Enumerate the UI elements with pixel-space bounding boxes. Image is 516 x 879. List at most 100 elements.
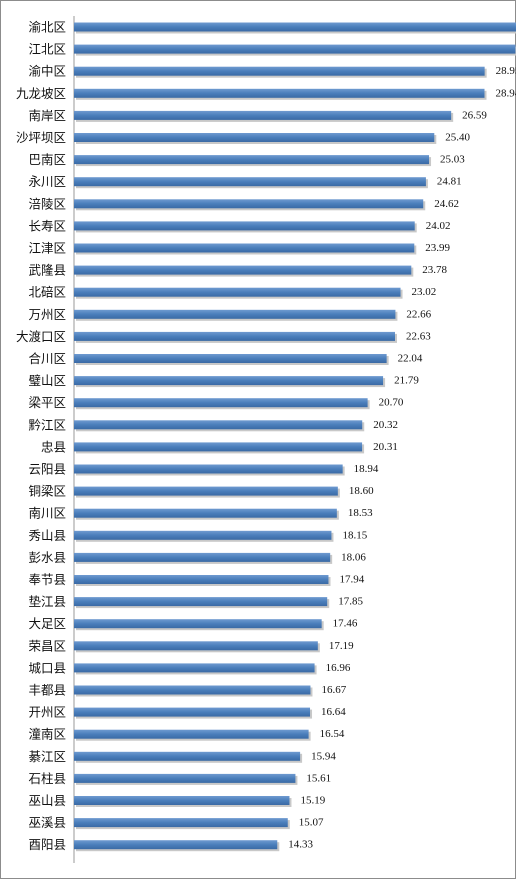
bar	[74, 199, 424, 209]
bar	[74, 685, 311, 695]
bar	[74, 840, 278, 850]
category-label: 渝中区	[28, 64, 66, 79]
value-label: 17.46	[333, 618, 358, 630]
value-label: 24.81	[437, 176, 462, 188]
value-label: 15.19	[300, 795, 325, 807]
bar	[74, 110, 452, 120]
bar	[74, 442, 363, 452]
category-label: 涪陵区	[28, 196, 66, 211]
category-label: 黔江区	[28, 417, 66, 432]
bar	[74, 398, 368, 408]
category-label: 渝北区	[28, 20, 66, 35]
category-label: 永川区	[28, 174, 66, 189]
value-label: 15.61	[306, 772, 331, 784]
category-label: 开州区	[28, 705, 66, 720]
category-label: 巫溪县	[28, 815, 66, 830]
category-label: 璧山区	[28, 373, 66, 388]
category-label: 石柱县	[28, 771, 66, 786]
bar	[74, 663, 315, 673]
bar	[74, 641, 318, 651]
bar	[74, 331, 395, 341]
value-label: 16.54	[320, 728, 345, 740]
bars-group	[74, 22, 516, 852]
value-label: 23.99	[425, 242, 450, 254]
bar	[74, 486, 338, 496]
category-label: 北碚区	[28, 285, 66, 300]
category-label: 合川区	[28, 351, 66, 366]
value-label: 18.53	[348, 507, 373, 519]
bar	[74, 221, 415, 231]
bar	[74, 575, 329, 584]
bar	[74, 530, 332, 540]
value-label: 22.63	[406, 330, 431, 342]
bar	[74, 177, 426, 187]
value-label: 15.07	[299, 817, 324, 829]
bar	[74, 88, 485, 98]
category-label: 大足区	[28, 616, 66, 631]
value-label: 17.85	[338, 596, 363, 608]
bar	[74, 44, 516, 54]
value-label: 16.96	[326, 662, 351, 674]
category-label: 大渡口区	[16, 329, 66, 344]
bar	[74, 354, 387, 363]
category-label: 梁平区	[28, 395, 66, 410]
category-label: 万州区	[28, 307, 66, 322]
category-label: 奉节县	[28, 572, 66, 587]
category-label: 巫山县	[28, 793, 66, 808]
bar	[74, 133, 435, 142]
bar	[74, 796, 290, 805]
bar	[74, 265, 412, 275]
category-label: 九龙坡区	[16, 86, 66, 101]
category-label: 綦江区	[28, 749, 66, 764]
value-label: 20.31	[373, 441, 398, 453]
bar	[74, 619, 322, 629]
value-label: 22.04	[398, 353, 423, 365]
category-label: 江北区	[28, 42, 66, 57]
value-label: 23.02	[412, 286, 437, 298]
value-label: 18.60	[349, 485, 374, 497]
bar	[74, 287, 401, 297]
category-label: 南川区	[28, 506, 66, 521]
value-label: 26.59	[462, 109, 487, 121]
value-label: 28.95	[496, 65, 516, 77]
category-label: 沙坪坝区	[16, 130, 66, 145]
value-label: 25.03	[440, 154, 465, 166]
category-label: 丰都县	[28, 683, 66, 698]
value-label: 16.67	[321, 684, 346, 696]
value-label: 25.40	[445, 132, 470, 144]
category-label: 酉阳县	[28, 837, 66, 852]
category-label: 云阳县	[28, 462, 66, 477]
value-label: 17.19	[329, 640, 354, 652]
value-label: 18.06	[341, 551, 366, 563]
bar	[74, 66, 485, 76]
category-label: 江津区	[28, 241, 66, 256]
category-label: 荣昌区	[28, 638, 66, 653]
bar	[74, 376, 384, 386]
value-label: 16.64	[321, 706, 346, 718]
value-labels-group: 31.6431.1228.9528.9426.5925.4025.0324.81…	[288, 65, 516, 851]
value-label: 24.62	[434, 198, 459, 210]
value-label: 28.94	[496, 87, 516, 99]
bar	[74, 22, 516, 32]
category-label: 南岸区	[28, 108, 66, 123]
category-label: 秀山县	[28, 528, 66, 543]
category-label: 铜梁区	[28, 484, 66, 499]
bar	[74, 729, 309, 739]
value-label: 20.32	[373, 419, 398, 431]
bar	[74, 707, 311, 717]
value-label: 15.94	[311, 750, 336, 762]
category-label: 垫江县	[28, 594, 66, 609]
bar	[74, 508, 337, 518]
bar	[74, 818, 288, 828]
bar	[74, 552, 331, 562]
category-labels-group: 渝北区江北区渝中区九龙坡区南岸区沙坪坝区巴南区永川区涪陵区长寿区江津区武隆县北碚…	[16, 20, 66, 853]
value-label: 22.66	[406, 308, 431, 320]
bar	[74, 464, 343, 474]
value-label: 18.94	[354, 463, 379, 475]
category-label: 城口县	[28, 660, 66, 675]
category-label: 彭水县	[28, 550, 66, 565]
value-label: 18.15	[342, 529, 367, 541]
category-label: 潼南区	[28, 727, 66, 742]
value-label: 17.94	[339, 574, 364, 586]
